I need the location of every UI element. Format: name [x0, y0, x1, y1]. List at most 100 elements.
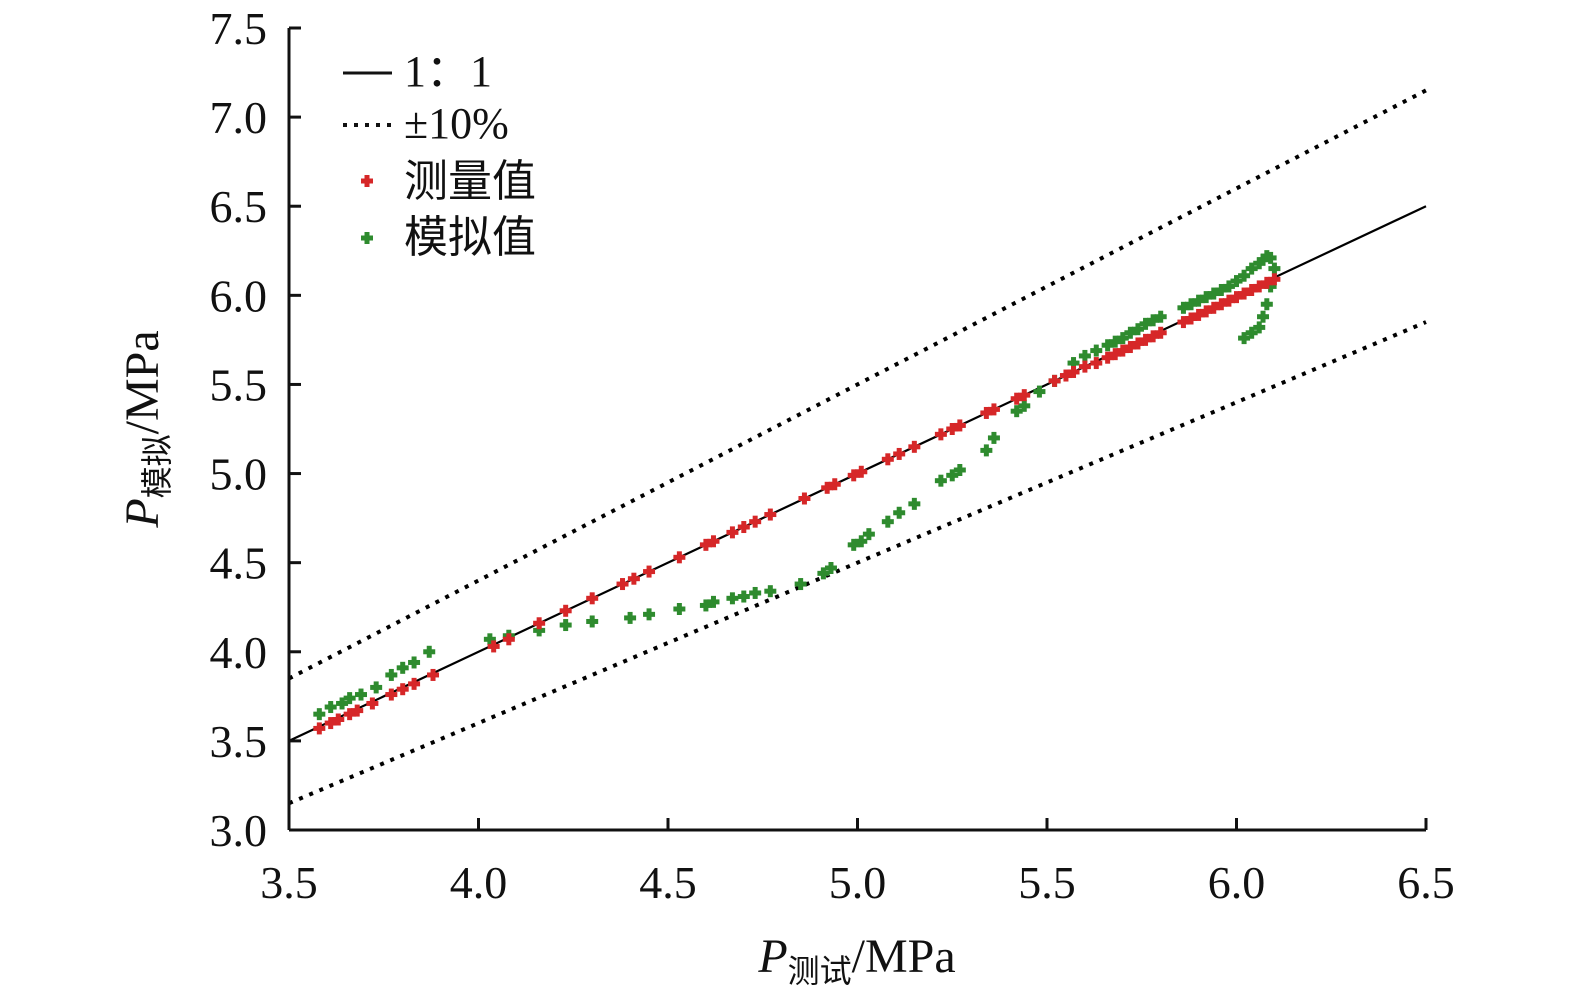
simulated-point: [764, 585, 777, 598]
legend-marker-simulated: [361, 232, 373, 244]
simulated-point: [1147, 314, 1160, 327]
y-tick-label: 4.0: [210, 627, 268, 678]
simulated-point: [1177, 301, 1190, 314]
measured-point: [427, 668, 440, 681]
y-tick-label: 3.0: [210, 805, 268, 856]
simulated-point: [1078, 349, 1091, 362]
simulated-point: [881, 515, 894, 528]
simulated-point: [946, 469, 959, 482]
legend-label-simulated: 模拟值: [404, 213, 536, 262]
x-tick-label: 3.5: [260, 857, 318, 908]
simulated-point: [336, 697, 349, 710]
simulated-point: [934, 474, 947, 487]
x-tick-label: 6.5: [1397, 857, 1455, 908]
measured-point: [586, 592, 599, 605]
y-tick-label: 7.0: [210, 92, 268, 143]
x-tick-label: 5.0: [829, 857, 887, 908]
measured-point: [1131, 337, 1144, 350]
measured-point: [502, 633, 515, 646]
reference-line-plus-ten: [288, 88, 1427, 681]
measured-point: [1067, 365, 1080, 378]
simulated-point: [893, 506, 906, 519]
simulated-point: [749, 586, 762, 599]
simulated-point: [1192, 294, 1205, 307]
y-tick-label: 6.0: [210, 270, 268, 321]
simulated-point: [1264, 251, 1277, 264]
measured-point: [737, 521, 750, 534]
legend-label-measured: 测量值: [404, 157, 536, 206]
series-measured: [313, 273, 1281, 735]
x-tick-label: 6.0: [1208, 857, 1266, 908]
simulated-point: [1131, 323, 1144, 336]
simulated-point: [673, 603, 686, 616]
measured-point: [1238, 287, 1251, 300]
simulated-point: [370, 681, 383, 694]
measured-point: [953, 419, 966, 432]
x-ticks: 3.5 4.0 4.5 5.0 5.5 6.0 6.5: [260, 818, 1455, 908]
simulated-point: [1207, 287, 1220, 300]
measured-point: [324, 717, 337, 730]
simulated-point: [1010, 405, 1023, 418]
simulated-point: [1116, 332, 1129, 345]
measured-point: [1090, 357, 1103, 370]
simulated-point: [699, 599, 712, 612]
measured-point: [980, 406, 993, 419]
legend-marker-measured: [361, 175, 373, 187]
measured-point: [1245, 283, 1258, 296]
measured-point: [351, 704, 364, 717]
measured-point: [1059, 369, 1072, 382]
x-tick-label: 4.0: [450, 857, 508, 908]
measured-point: [1124, 341, 1137, 354]
simulated-point: [1268, 262, 1281, 275]
measured-point: [946, 423, 959, 435]
simulated-point: [396, 661, 409, 674]
series-simulated: [313, 250, 1281, 721]
measured-point: [1177, 316, 1190, 329]
simulated-point: [1101, 339, 1114, 352]
simulated-point: [817, 567, 830, 580]
y-ticks: 3.0 3.5 4.0 4.5 5.0 5.5 6.0 6.5 7.0 7.5: [210, 3, 301, 856]
simulated-point: [423, 645, 436, 658]
measured-point: [726, 526, 739, 539]
simulated-point: [1253, 321, 1266, 334]
measured-point: [1192, 308, 1205, 321]
measured-point: [1154, 326, 1167, 339]
measured-point: [559, 604, 572, 617]
measured-point: [1078, 360, 1091, 373]
simulated-point: [1033, 385, 1046, 398]
measured-point: [828, 478, 841, 491]
measured-point: [627, 572, 640, 585]
measured-point: [798, 492, 811, 505]
simulated-point: [1200, 291, 1213, 304]
simulated-point: [1185, 298, 1198, 311]
measured-point: [533, 617, 546, 630]
simulated-point: [586, 615, 599, 628]
measured-point: [616, 578, 629, 591]
simulated-point: [643, 608, 656, 621]
simulated-point: [1139, 317, 1152, 330]
measured-point: [893, 447, 906, 460]
axes: [287, 28, 1426, 832]
x-axis-label: P测试/MPa: [757, 930, 955, 989]
measured-point: [366, 697, 379, 710]
simulated-point: [624, 611, 637, 624]
simulated-point: [408, 656, 421, 669]
measured-point: [1260, 276, 1273, 289]
measured-point: [1230, 291, 1243, 304]
measured-point: [881, 453, 894, 466]
measured-point: [313, 722, 326, 735]
measured-point: [1116, 344, 1129, 357]
y-tick-label: 5.0: [210, 449, 268, 500]
measured-point: [847, 469, 860, 482]
series-layer: [313, 250, 1281, 735]
legend-label-ten-percent: ±10%: [404, 99, 509, 148]
simulated-point: [385, 668, 398, 681]
measured-point: [408, 677, 421, 690]
simulated-point: [824, 562, 837, 575]
simulated-point: [794, 578, 807, 591]
measured-point: [908, 440, 921, 453]
measured-point: [821, 481, 834, 494]
simulated-point: [737, 590, 750, 603]
x-tick-label: 5.5: [1018, 857, 1076, 908]
simulated-point: [355, 688, 368, 701]
